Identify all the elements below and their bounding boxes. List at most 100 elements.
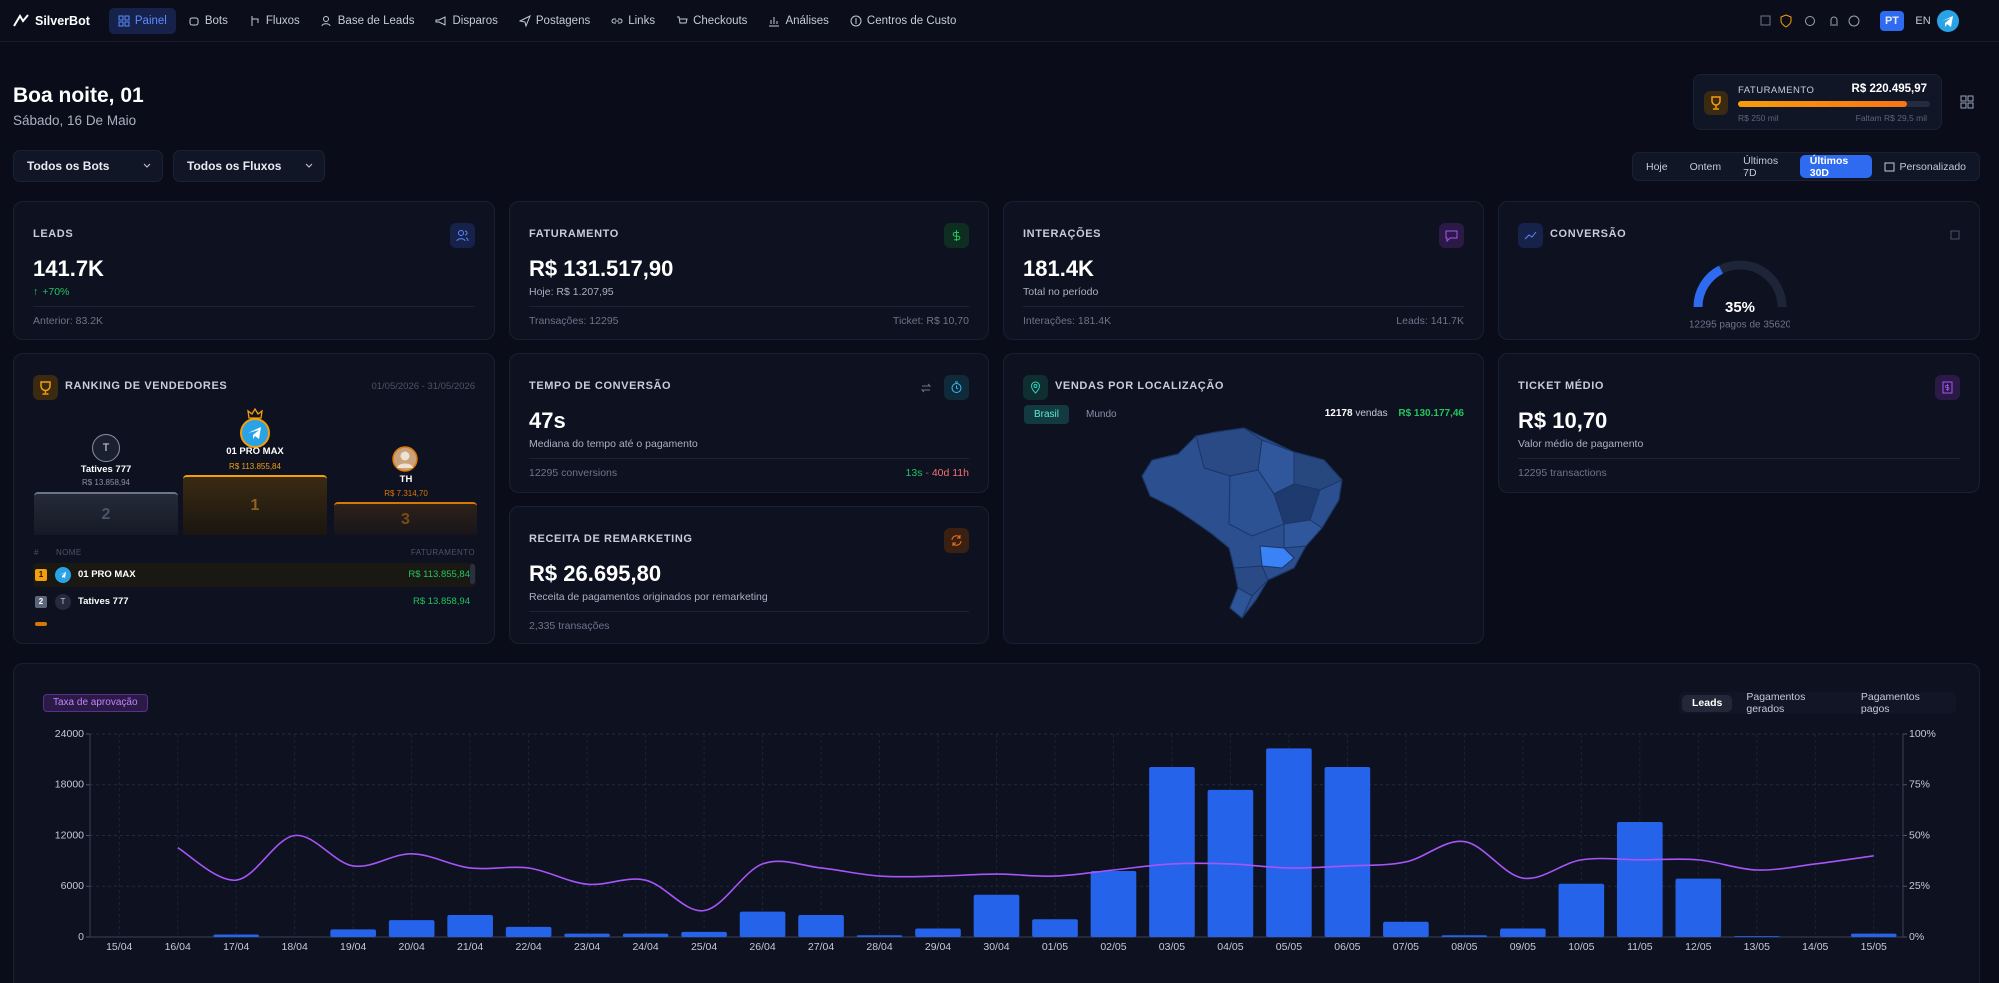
nav-label: Bots [204,14,228,27]
goal-target: R$ 250 mil [1738,113,1779,123]
swap-icon[interactable] [920,382,932,394]
card-title: RANKING DE VENDEDORES [65,380,228,392]
column-header: NOME [56,548,82,557]
x-tick-label: 11/05 [1627,941,1653,953]
bot-filter[interactable]: Todos os Bots [13,150,163,182]
bot-filter-label: Todos os Bots [27,159,110,173]
brand: SilverBot [35,13,90,28]
card-title: CONVERSÃO [1550,228,1627,240]
x-tick-label: 26/04 [749,941,775,953]
x-tick-label: 18/04 [282,941,308,953]
card-title: FATURAMENTO [529,228,619,240]
bar [1733,936,1780,937]
ranking-row[interactable]: 2 T Tatives 777 R$ 13.858,94 [33,590,476,614]
nav-item[interactable]: Checkouts [676,8,747,34]
nav-label: Fluxos [265,14,300,27]
range-label: Personalizado [1899,160,1966,173]
nav-item[interactable]: Bots [188,8,228,34]
flow-filter[interactable]: Todos os Fluxos [173,150,325,182]
range-option[interactable]: Últimos 7D [1743,154,1779,179]
x-tick-label: 30/04 [983,941,1009,953]
nav-item[interactable]: Base de Leads [321,8,414,34]
bar [1617,821,1663,937]
x-tick-label: 03/05 [1159,941,1185,953]
card-subtitle: Valor médio de pagamento [1518,438,1644,450]
row-amount: R$ 113.855,84 [408,569,470,580]
bar [1441,935,1488,937]
goal-card: FATURAMENTO R$ 220.495,97 R$ 250 mil Fal… [1693,74,1942,130]
series-badge[interactable]: Taxa de aprovação [43,694,148,712]
bar [1032,919,1078,937]
nav-item[interactable]: Disparos [435,8,498,34]
bar [1324,766,1371,937]
nav-item[interactable]: Links [611,8,655,34]
x-tick-label: 15/04 [106,941,132,953]
nav-item[interactable]: Painel [108,7,176,34]
lang-pt[interactable]: PT [1880,11,1904,31]
conversion-card: CONVERSÃO 35% 12295 pagos de 35620 [1498,201,1980,340]
flow-filter-label: Todos os Fluxos [187,159,282,173]
card-value: 47s [529,408,566,433]
x-tick-label: 21/04 [457,941,483,953]
nav-item[interactable]: Centros de Custo [850,8,956,34]
ticket-card: TICKET MÉDIO R$ 10,70 Valor médio de pag… [1498,353,1980,493]
crown [247,408,263,419]
card-menu[interactable] [1950,230,1960,240]
bar [1675,878,1722,937]
map-tab[interactable]: Brasil [1024,405,1070,424]
bar [564,933,610,937]
goal-label: FATURAMENTO [1738,85,1815,96]
revenue-card: FATURAMENTO R$ 131.517,90 Hoje: R$ 1.207… [509,201,989,340]
range-option[interactable]: Personalizado [1874,155,1976,178]
nav-item[interactable]: Fluxos [249,8,300,34]
range-option[interactable]: Hoje [1646,160,1668,173]
card-footer: Interações: 181.4K [1023,315,1112,327]
map-tab[interactable]: Mundo [1086,409,1117,420]
bar [213,934,260,937]
bar [1383,921,1429,937]
scrollbar[interactable] [470,564,475,584]
card-value: R$ 131.517,90 [529,256,674,281]
card-icon [944,223,969,248]
brazil-map [1141,427,1343,619]
column-header: # [34,548,39,557]
x-tick-label: 07/05 [1393,941,1419,953]
lang-en[interactable]: EN [1915,15,1931,27]
line [177,834,1874,912]
avatar: T [55,594,71,610]
card-title: LEADS [33,228,74,240]
ranking-row[interactable]: 1 01 PRO MAX R$ 113.855,84 [33,563,476,587]
chart-tabs: Leads Pagamentos gerados Pagamentos pago… [1679,691,1956,715]
layout-button[interactable] [1960,95,1974,109]
x-tick-label: 13/05 [1744,941,1770,953]
x-tick-label: 06/05 [1334,941,1360,953]
bar [1500,928,1546,937]
y2-tick-label: 25% [1909,880,1930,892]
range-option[interactable]: Últimos 30D [1799,155,1873,179]
nav-item[interactable]: Análises [768,8,829,34]
bar [1090,871,1137,937]
location-stats: 12178 vendas R$ 130.177,46 [1325,408,1464,419]
goal-icon [1704,91,1728,115]
card-footer: Ticket: R$ 10,70 [892,315,969,327]
chart-tab[interactable]: Leads [1682,694,1733,712]
chart: 0 6000 12000 18000 24000 0% 25% 50% 75% 100% 15/04… [55,728,1936,953]
x-tick-label: 02/05 [1100,941,1126,953]
column-header: FATURAMENTO [410,548,475,557]
x-tick-label: 15/05 [1861,941,1887,953]
avatar [392,446,418,472]
top-nav: SilverBot Painel Bots Fluxos Base de Lea… [0,0,1999,42]
x-tick-label: 23/04 [574,941,600,953]
telegram-button[interactable] [1937,10,1959,32]
nav-item[interactable]: Postagens [518,8,590,34]
y2-tick-label: 0% [1909,931,1924,943]
gauge-label: 35% [1725,299,1755,316]
x-tick-label: 05/05 [1276,941,1302,953]
card-footer: 12295 conversions [529,467,618,479]
range-option[interactable]: Ontem [1689,160,1722,173]
logo [13,13,29,27]
card-subtitle: Mediana do tempo até o pagamento [529,438,698,450]
row-name: Tatives 777 [78,596,129,607]
card-icon [944,528,969,553]
